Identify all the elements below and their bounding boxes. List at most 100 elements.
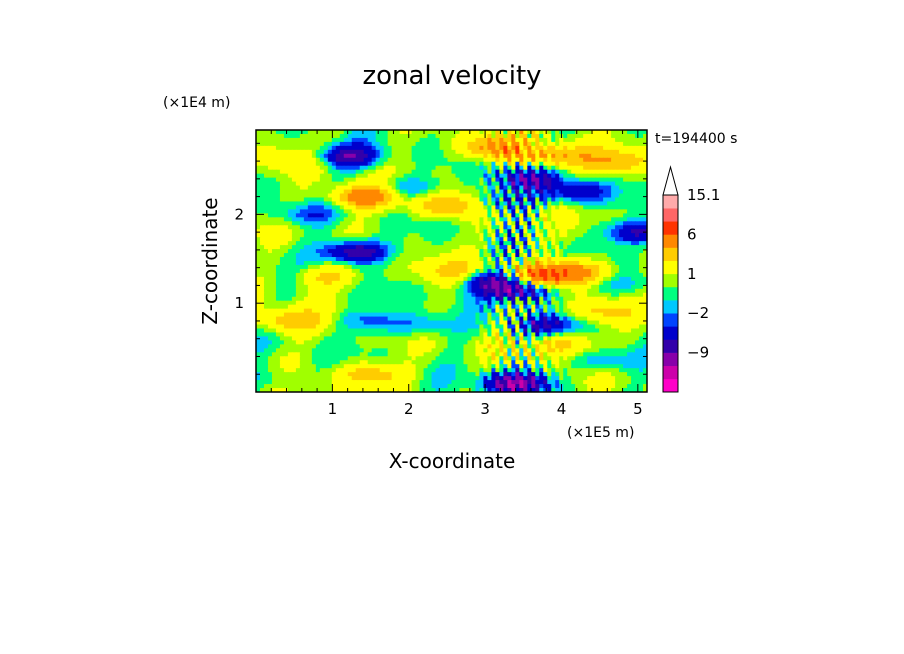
contour-cell	[443, 264, 449, 270]
contour-cell	[331, 308, 337, 314]
contour-cell	[387, 201, 393, 207]
contour-cell	[375, 268, 381, 274]
contour-cell	[579, 288, 584, 294]
contour-cell	[367, 185, 373, 191]
contour-cell	[483, 324, 489, 330]
contour-cell	[471, 205, 477, 210]
contour-cell	[359, 257, 365, 262]
contour-cell	[467, 213, 473, 218]
contour-cell	[463, 133, 469, 139]
contour-cell	[507, 296, 512, 302]
contour-cell	[475, 133, 481, 139]
contour-cell	[519, 245, 524, 250]
contour-cell	[395, 217, 401, 222]
contour-cell	[383, 205, 389, 210]
contour-cell	[459, 157, 465, 163]
contour-cell	[343, 185, 349, 191]
contour-cell	[503, 181, 508, 187]
contour-cell	[451, 249, 457, 254]
contour-cell	[595, 189, 600, 195]
contour-cell	[599, 201, 604, 207]
contour-cell	[431, 241, 437, 246]
contour-cell	[379, 213, 385, 218]
contour-cell	[299, 209, 305, 214]
contour-cell	[267, 249, 273, 254]
contour-cell	[555, 165, 560, 171]
contour-cell	[399, 149, 405, 155]
contour-cell	[487, 312, 492, 318]
contour-cell	[531, 229, 536, 234]
contour-cell	[499, 161, 504, 167]
contour-cell	[519, 296, 524, 302]
contour-cell	[515, 312, 520, 318]
contour-cell	[447, 237, 453, 242]
contour-cell	[511, 153, 516, 159]
contour-cell	[327, 153, 333, 159]
contour-cell	[407, 169, 413, 175]
contour-cell	[351, 245, 357, 250]
contour-cell	[331, 145, 337, 151]
contour-cell	[603, 253, 608, 258]
contour-cell	[571, 149, 576, 155]
contour-cell	[551, 272, 556, 278]
contour-cell	[499, 257, 504, 262]
contour-cell	[443, 308, 449, 314]
contour-cell	[415, 261, 421, 266]
contour-cell	[263, 165, 269, 171]
contour-cell	[643, 173, 647, 179]
contour-cell	[303, 316, 309, 322]
contour-cell	[287, 165, 293, 171]
contour-cell	[531, 173, 536, 179]
contour-cell	[443, 133, 449, 139]
contour-cell	[395, 268, 401, 274]
contour-cell	[431, 288, 437, 294]
contour-cell	[447, 328, 453, 334]
contour-cell	[291, 149, 297, 155]
contour-cell	[575, 221, 580, 226]
contour-cell	[539, 145, 544, 151]
contour-cell	[535, 241, 540, 246]
y-unit-label: (×1E4 m)	[163, 95, 230, 111]
contour-cell	[339, 221, 345, 226]
contour-cell	[519, 205, 524, 210]
contour-cell	[523, 165, 528, 171]
contour-cell	[455, 185, 461, 191]
contour-cell	[415, 165, 421, 171]
contour-cell	[307, 328, 313, 334]
contour-cell	[515, 300, 520, 306]
contour-cell	[383, 137, 389, 143]
contour-cell	[595, 197, 600, 203]
contour-cell	[339, 324, 345, 330]
contour-cell	[511, 189, 516, 195]
contour-cell	[283, 264, 289, 270]
contour-cell	[351, 324, 357, 330]
contour-cell	[483, 193, 489, 199]
contour-cell	[383, 209, 389, 214]
contour-cell	[375, 201, 381, 207]
contour-cell	[323, 133, 329, 139]
contour-cell	[587, 149, 592, 155]
contour-cell	[367, 161, 373, 167]
contour-cell	[307, 320, 313, 326]
contour-cell	[275, 316, 281, 322]
contour-cell	[603, 153, 608, 159]
contour-cell	[519, 225, 524, 230]
contour-cell	[495, 185, 500, 191]
contour-cell	[359, 233, 365, 238]
contour-cell	[471, 201, 477, 207]
contour-cell	[451, 193, 457, 199]
contour-cell	[615, 201, 620, 207]
contour-cell	[467, 221, 473, 226]
contour-cell	[339, 241, 345, 246]
contour-cell	[495, 197, 500, 203]
contour-cell	[563, 280, 568, 286]
contour-cell	[607, 157, 612, 163]
contour-cell	[515, 249, 520, 254]
contour-cell	[387, 324, 393, 330]
contour-cell	[595, 272, 600, 278]
contour-cell	[551, 316, 556, 322]
contour-cell	[363, 165, 369, 171]
contour-cell	[471, 284, 477, 290]
contour-cell	[303, 300, 309, 306]
contour-cell	[379, 149, 385, 155]
